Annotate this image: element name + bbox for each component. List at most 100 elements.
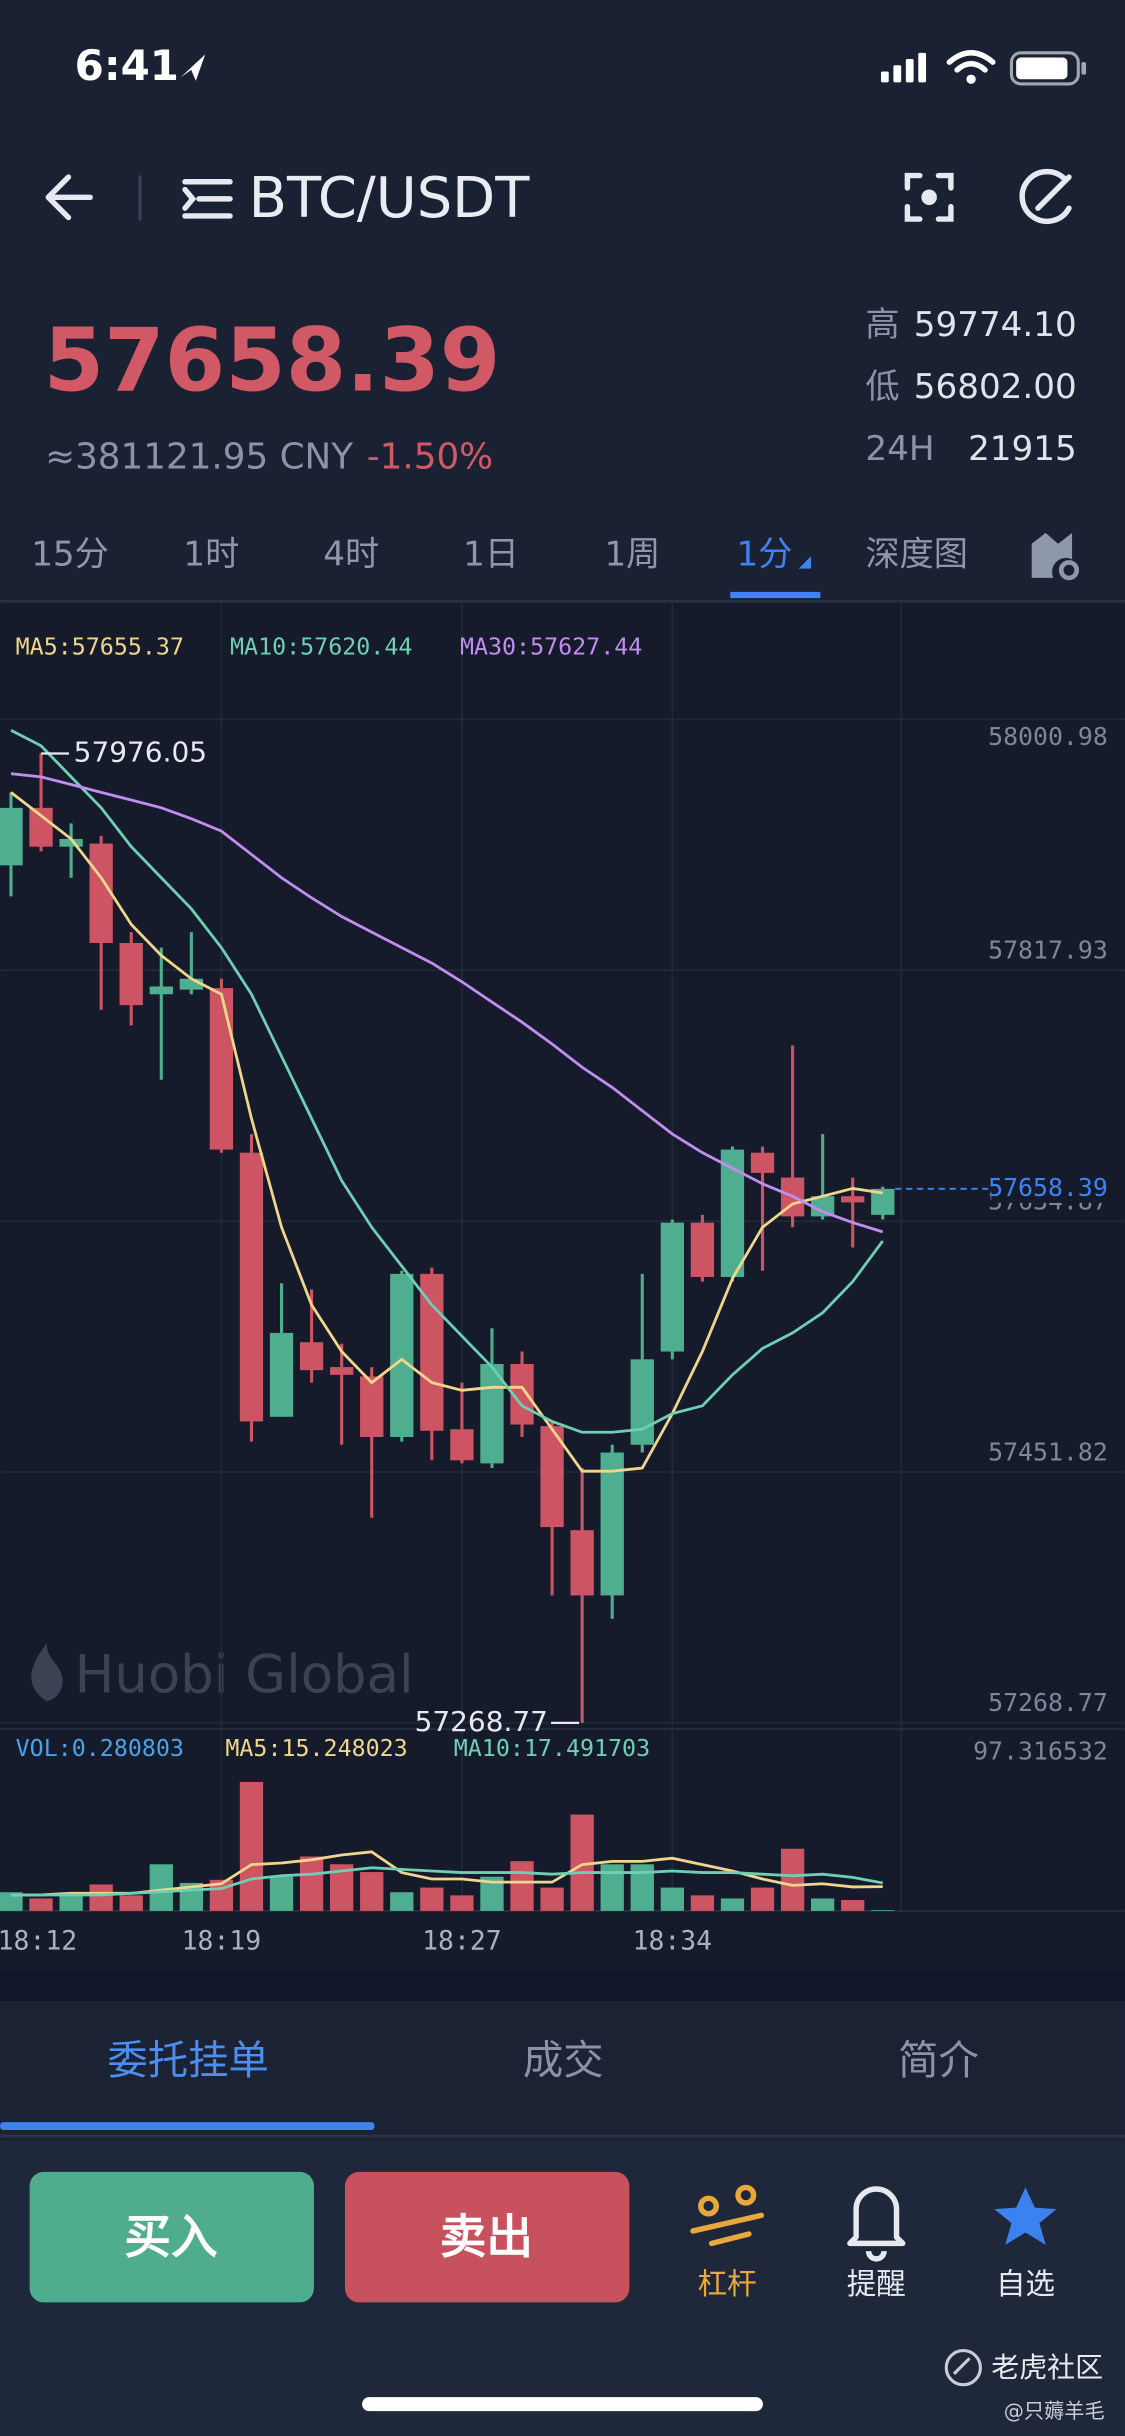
screenshot-dot	[921, 189, 937, 206]
candle-body	[690, 1222, 715, 1277]
chart-panel	[0, 602, 1125, 1970]
stat-label: 低	[865, 367, 899, 407]
candle-body	[810, 1196, 835, 1217]
interval-tabs: 15分 1时 4时 1日 1周 1分 深度图	[31, 535, 968, 599]
candle-body	[119, 943, 143, 1006]
sell-button[interactable]	[345, 2171, 630, 2303]
wifi-icon	[946, 50, 996, 73]
alert-icon[interactable]	[847, 2186, 906, 2262]
buy-label[interactable]: 买入	[124, 2210, 217, 2264]
interval-tab[interactable]: 1时	[183, 535, 239, 575]
ma-line	[10, 791, 883, 1473]
sell-label[interactable]: 卖出	[440, 2210, 533, 2264]
volume-bar	[480, 1876, 504, 1911]
volume-tick-label: 97.316532	[973, 1736, 1108, 1765]
volume-ma-legend: MA5:15.248023	[225, 1735, 407, 1762]
volume-bar	[750, 1887, 775, 1911]
order-tab[interactable]: 简介	[898, 2037, 979, 2084]
stat-value: 56802.00	[914, 367, 1077, 407]
interval-tab[interactable]: 4时	[323, 535, 379, 575]
candle-body	[390, 1273, 414, 1437]
interval-tab[interactable]: 1日	[463, 535, 519, 575]
pair-menu-icon[interactable]	[182, 179, 233, 219]
back-button[interactable]	[45, 174, 93, 221]
last-price-label: 57658.39	[988, 1173, 1108, 1202]
candle-body	[149, 986, 173, 995]
candle-body	[239, 1152, 264, 1422]
ma-line	[10, 772, 884, 1234]
volume-bar	[239, 1781, 264, 1911]
home-indicator	[362, 2397, 763, 2412]
wifi-dot	[966, 74, 976, 84]
volume-bar	[810, 1898, 835, 1911]
volume-bar	[360, 1872, 384, 1911]
watermark-user: @只薅羊毛	[1004, 2399, 1105, 2423]
volume-bar	[630, 1864, 654, 1911]
chart-settings-icon[interactable]	[1031, 532, 1080, 581]
low-annotation: 57268.77	[415, 1705, 548, 1738]
tool-label[interactable]: 杠杆	[698, 2267, 757, 2301]
interval-tab[interactable]: 深度图	[865, 535, 967, 575]
volume-bar	[299, 1856, 324, 1911]
screenshot-button[interactable]	[904, 172, 954, 222]
x-tick-label: 18:34	[633, 1925, 713, 1956]
volume-bar	[510, 1861, 534, 1911]
candle-body	[630, 1359, 654, 1445]
tool-label[interactable]: 自选	[996, 2267, 1055, 2301]
buy-button[interactable]	[29, 2171, 314, 2303]
candle-body	[299, 1342, 324, 1371]
volume-bar	[600, 1864, 624, 1911]
price-cny: ≈381121.95 CNY	[45, 436, 353, 477]
volume-bar	[720, 1898, 745, 1911]
location-icon	[180, 54, 206, 81]
signal-icon	[880, 52, 927, 83]
candle-body	[841, 1196, 865, 1203]
high-annotation: 57976.05	[74, 735, 207, 768]
interval-tab[interactable]: 1周	[604, 535, 660, 575]
volume-bar	[780, 1848, 805, 1911]
candle-body	[29, 807, 53, 847]
candle-body	[269, 1332, 294, 1417]
watermark-brand: 老虎社区	[991, 2351, 1103, 2384]
watermark-brand-icon	[944, 2349, 982, 2387]
order-tab[interactable]: 成交	[523, 2037, 604, 2084]
volume-bar	[29, 1898, 53, 1911]
candle-body	[660, 1222, 684, 1352]
volume-bar	[89, 1884, 113, 1911]
volume-bar	[269, 1876, 294, 1911]
volume-bar	[0, 1892, 23, 1911]
x-tick-label: 18:19	[182, 1925, 261, 1956]
ma-legend: MA10:57620.44	[230, 633, 412, 660]
candle-body	[0, 807, 23, 866]
candle-body	[600, 1452, 624, 1596]
stat-label: 高	[865, 305, 899, 345]
interval-tab[interactable]: 1分	[737, 535, 793, 575]
volume-ma-legend: MA10:17.491703	[454, 1735, 650, 1762]
volume-bar	[570, 1814, 594, 1911]
order-tabs: 委托挂单 成交 简介	[0, 2037, 979, 2130]
order-tab[interactable]: 委托挂单	[107, 2037, 268, 2084]
tool-label[interactable]: 提醒	[847, 2267, 906, 2301]
ma-line	[10, 729, 884, 1434]
stat-value: 21915	[968, 429, 1077, 469]
volume-bar	[330, 1864, 354, 1911]
favorite-icon[interactable]	[994, 2187, 1057, 2245]
ma-legend: MA30:57627.44	[460, 633, 642, 660]
leverage-icon[interactable]	[690, 2184, 765, 2247]
tool-buttons: 杠杆 提醒 自选	[698, 2267, 1055, 2301]
interval-tab[interactable]: 15分	[31, 535, 109, 575]
volume-bar	[660, 1887, 684, 1911]
ma-legend: MA5:57655.37	[16, 633, 184, 660]
candle-body	[179, 978, 204, 990]
chart-watermark: Huobi Global	[75, 1644, 414, 1705]
candle-body	[209, 988, 234, 1150]
battery-outline	[1009, 51, 1080, 86]
pair-title[interactable]: BTC/USDT	[249, 166, 531, 231]
candle-body	[420, 1273, 444, 1431]
refresh-button[interactable]	[1019, 168, 1072, 224]
last-price: 57658.39	[44, 310, 501, 412]
candle-body	[330, 1367, 354, 1375]
order-tab-underline	[0, 2122, 375, 2130]
